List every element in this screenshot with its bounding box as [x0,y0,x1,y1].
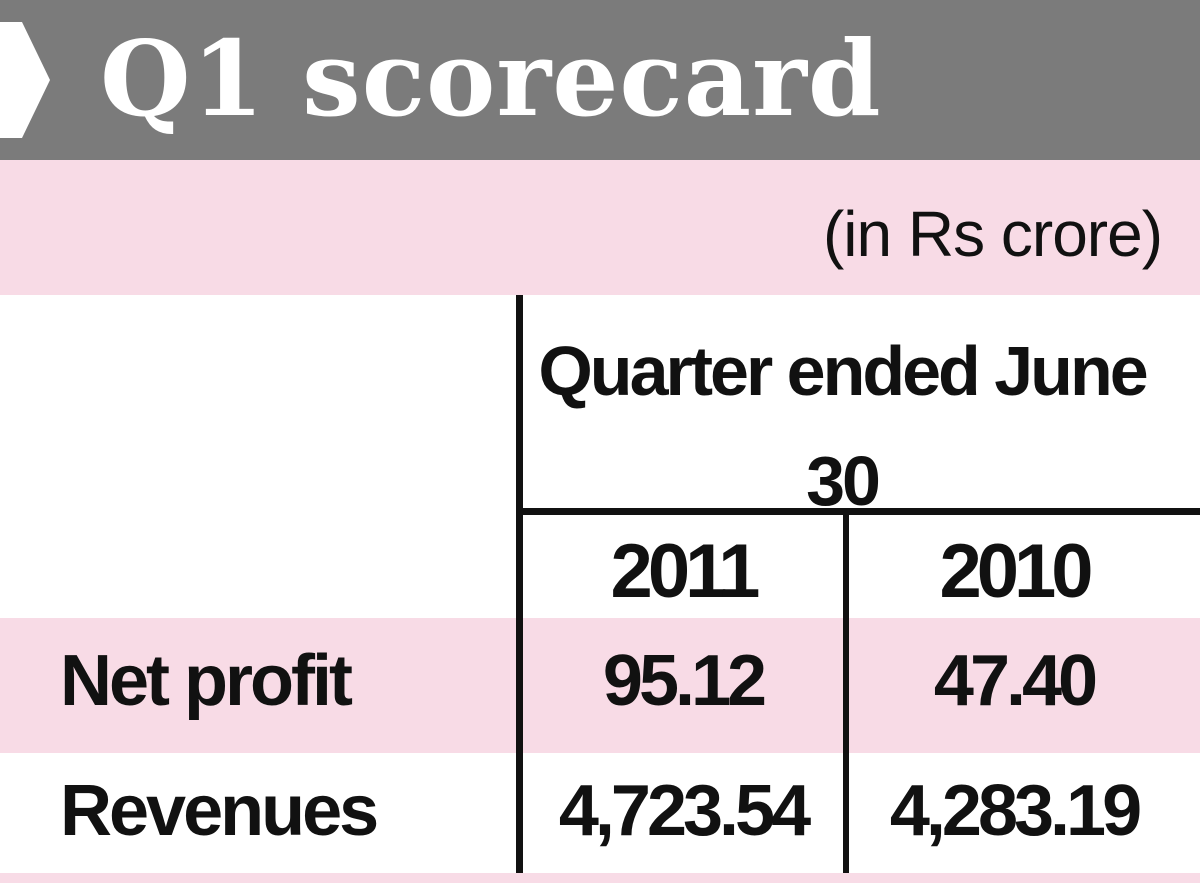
column-divider-middle [843,512,849,873]
title-banner: Q1 scorecard [0,0,1200,160]
cell-revenues-2011: 4,723.54 [558,771,811,851]
unit-band [0,160,1200,295]
row-band-net-profit [0,618,1200,753]
row-label-net-profit: Net profit [60,641,353,721]
row-label-revenues: Revenues [60,771,379,851]
cell-revenues-2010: 4,283.19 [889,771,1142,851]
cell-net-profit-2011: 95.12 [602,641,767,721]
column-header-2010: 2010 [939,529,1093,614]
header-divider [516,508,1200,515]
chevron-arrow-icon [0,0,72,160]
column-header-2011: 2011 [610,529,761,614]
column-divider-left [516,295,523,873]
column-group-header: Quarter ended June 30 [538,332,1148,520]
bottom-band [0,873,1200,883]
cell-net-profit-2010: 47.40 [933,641,1098,721]
unit-note: (in Rs crore) [822,198,1163,270]
page-title: Q1 scorecard [100,17,882,140]
row-band-revenues [0,753,1200,883]
